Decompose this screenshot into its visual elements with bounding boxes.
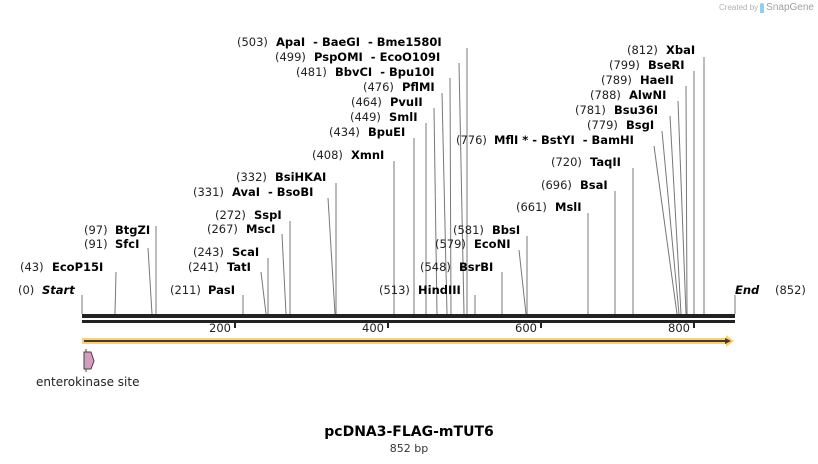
- site-name[interactable]: BseRI: [648, 58, 685, 72]
- site-pos: (812): [627, 43, 658, 57]
- site-pos: (776): [456, 133, 487, 147]
- site-name[interactable]: HindIII: [418, 283, 461, 297]
- site-pos: (779): [587, 118, 618, 132]
- tick-label-600: 600: [515, 321, 537, 335]
- site-labels: (43) EcoP15I (91) SfcI (97) BtgZI (211) …: [20, 35, 695, 297]
- site-name[interactable]: ScaI: [232, 245, 259, 259]
- site-name[interactable]: SspI: [254, 208, 282, 222]
- site-pos: (331): [193, 185, 224, 199]
- site-pos: (332): [236, 170, 267, 184]
- site-name[interactable]: BbvCI - Bpu10I: [335, 65, 434, 79]
- site-name[interactable]: PasI: [208, 283, 235, 297]
- map-title: pcDNA3-FLAG-mTUT6: [324, 424, 494, 440]
- site-lines: [81, 48, 736, 315]
- site-pos: (720): [551, 155, 582, 169]
- site-name[interactable]: BsgI: [626, 118, 654, 132]
- site-name[interactable]: EcoP15I: [52, 260, 103, 274]
- site-pos: (696): [541, 178, 572, 192]
- site-pos: (91): [84, 237, 108, 251]
- site-name[interactable]: BbsI: [492, 223, 520, 237]
- enterokinase-site-label: enterokinase site: [36, 375, 140, 389]
- site-pos: (43): [20, 260, 44, 274]
- site-pos: (513): [379, 283, 410, 297]
- site-pos: (449): [350, 110, 381, 124]
- site-pos: (661): [516, 200, 547, 214]
- site-name[interactable]: TatI: [227, 260, 251, 274]
- backbone-bottom-strand: [82, 320, 735, 323]
- map-length: 852 bp: [389, 442, 429, 455]
- site-name[interactable]: BsrBI: [459, 260, 493, 274]
- site-name[interactable]: AvaI - BsoBI: [232, 185, 313, 199]
- site-pos: (579): [435, 237, 466, 251]
- end-pos: (852): [775, 283, 806, 297]
- site-pos: (781): [575, 103, 606, 117]
- site-name[interactable]: BsiHKAI: [275, 170, 326, 184]
- site-pos: (97): [84, 223, 108, 237]
- site-pos: (464): [351, 95, 382, 109]
- site-pos: (476): [363, 80, 394, 94]
- site-name[interactable]: ApaI - BaeGI - Bme1580I: [276, 35, 442, 49]
- site-pos: (211): [170, 283, 201, 297]
- site-name[interactable]: SfcI: [115, 237, 139, 251]
- site-name[interactable]: XmnI: [351, 148, 384, 162]
- site-name[interactable]: PspOMI - EcoO109I: [314, 50, 440, 64]
- site-pos: (272): [215, 208, 246, 222]
- site-pos: (503): [237, 35, 268, 49]
- end-label: End: [735, 283, 760, 297]
- site-pos: (788): [590, 88, 621, 102]
- site-pos: (789): [601, 73, 632, 87]
- site-name[interactable]: SmlI: [389, 110, 418, 124]
- site-name[interactable]: MflI * - BstYI - BamHI: [494, 133, 634, 147]
- tick-label-400: 400: [362, 321, 384, 335]
- site-name[interactable]: PvuII: [390, 95, 423, 109]
- site-pos: (408): [312, 148, 343, 162]
- site-name[interactable]: XbaI: [666, 43, 695, 57]
- tick-label-800: 800: [668, 321, 690, 335]
- site-name[interactable]: BtgZI: [115, 223, 150, 237]
- site-name[interactable]: BsaI: [580, 178, 608, 192]
- site-name[interactable]: TaqII: [590, 155, 621, 169]
- site-name[interactable]: HaeII: [640, 73, 674, 87]
- site-name[interactable]: MscI: [246, 222, 275, 236]
- snapgene-logo-icon: [760, 2, 765, 13]
- site-pos: (434): [329, 125, 360, 139]
- site-name[interactable]: Bsu36I: [614, 103, 658, 117]
- site-pos: (548): [420, 260, 451, 274]
- credit-brand: SnapGene: [766, 2, 814, 13]
- enterokinase-site-feature[interactable]: [83, 349, 95, 372]
- snapgene-credit: Created by SnapGene: [719, 2, 814, 13]
- svg-text:(0): (0): [18, 283, 34, 297]
- site-pos: (243): [193, 245, 224, 259]
- site-pos: (581): [453, 223, 484, 237]
- site-pos: (799): [609, 58, 640, 72]
- orf-arrow[interactable]: [82, 335, 734, 347]
- site-pos: (481): [296, 65, 327, 79]
- tick-label-200: 200: [209, 321, 231, 335]
- site-pos: (499): [275, 50, 306, 64]
- site-name[interactable]: EcoNI: [474, 237, 510, 251]
- ruler-ticks: [234, 322, 695, 328]
- start-label: Start: [42, 283, 75, 297]
- start-pos: (0): [18, 283, 34, 297]
- credit-prefix: Created by: [719, 3, 759, 12]
- site-pos: (241): [188, 260, 219, 274]
- site-name[interactable]: BpuEI: [368, 125, 405, 139]
- backbone-top-strand: [82, 314, 735, 318]
- site-name[interactable]: PflMI: [402, 80, 435, 94]
- site-pos: (267): [207, 222, 238, 236]
- site-name[interactable]: MslI: [555, 200, 582, 214]
- site-name[interactable]: AlwNI: [629, 88, 666, 102]
